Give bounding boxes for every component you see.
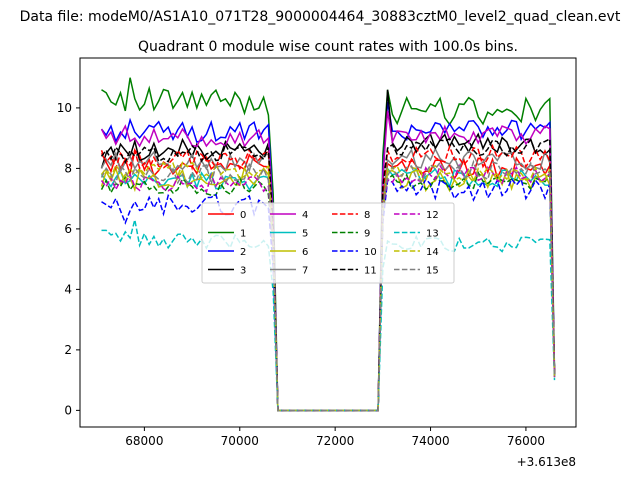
y-tick-label: 2: [64, 343, 72, 357]
y-tick-label: 4: [64, 282, 72, 296]
y-axis: 0 2 4 6 8 10: [57, 101, 80, 417]
series-line-11: [100, 137, 556, 412]
x-offset-label: +3.613e8: [517, 455, 576, 469]
legend-label-11: 11: [364, 266, 377, 277]
legend-label-13: 13: [426, 229, 439, 240]
plot-area: [100, 77, 556, 412]
legend-label-3: 3: [240, 266, 246, 277]
legend-label-5: 5: [302, 229, 308, 240]
chart-title: Quadrant 0 module wise count rates with …: [138, 39, 518, 55]
y-tick-label: 8: [64, 161, 72, 175]
y-tick-label: 6: [64, 222, 72, 236]
legend-label-10: 10: [364, 247, 377, 258]
x-tick-label: 72000: [316, 434, 354, 448]
x-tick-label: 68000: [125, 434, 163, 448]
axes-frame: [79, 57, 577, 428]
y-tick-label: 0: [64, 403, 72, 417]
x-axis: 68000 70000 72000 74000 76000: [125, 427, 545, 448]
series-line-15: [100, 159, 556, 412]
legend-label-7: 7: [302, 266, 308, 277]
figure-suptitle: Data file: modeM0/AS1A10_071T28_90000044…: [20, 9, 621, 25]
series-line-12: [100, 163, 556, 412]
x-tick-label: 70000: [221, 434, 259, 448]
legend-box: [201, 202, 455, 284]
legend-label-2: 2: [240, 247, 246, 258]
legend-label-8: 8: [364, 210, 370, 221]
series-line-9: [100, 170, 556, 412]
series-line-14: [100, 161, 556, 412]
legend-label-15: 15: [426, 266, 439, 277]
legend-label-4: 4: [302, 210, 308, 221]
series-line-8: [100, 143, 556, 412]
legend-label-0: 0: [240, 210, 246, 221]
legend-label-6: 6: [302, 247, 308, 258]
legend-label-14: 14: [426, 247, 439, 258]
legend-label-12: 12: [426, 210, 439, 221]
legend-label-9: 9: [364, 229, 370, 240]
legend-label-1: 1: [240, 229, 246, 240]
x-tick-label: 74000: [411, 434, 449, 448]
x-tick-label: 76000: [507, 434, 545, 448]
y-tick-label: 10: [57, 101, 72, 115]
